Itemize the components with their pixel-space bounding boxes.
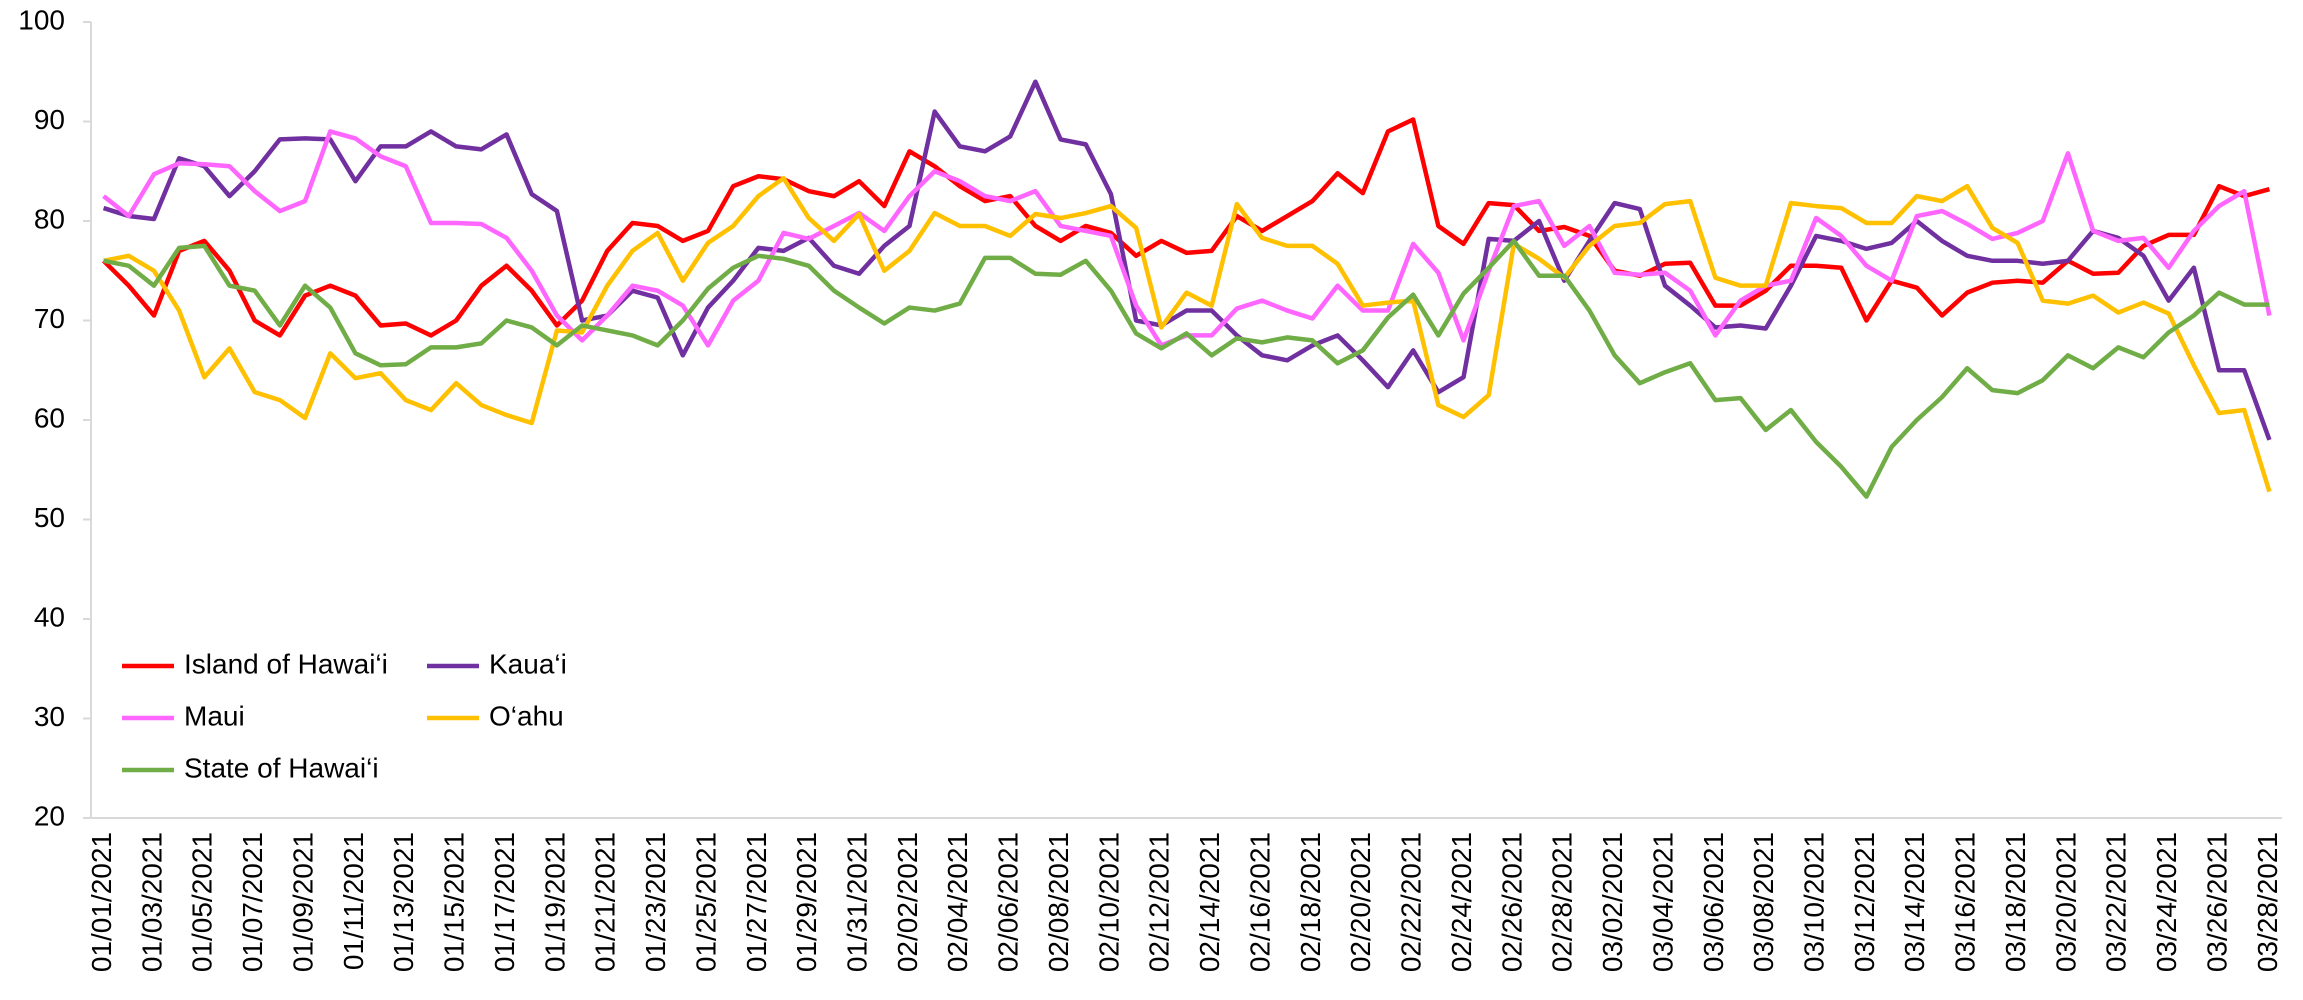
y-tick-label: 50	[34, 502, 65, 533]
x-tick-label: 01/21/2021	[590, 832, 621, 972]
x-tick-label: 02/18/2021	[1295, 832, 1326, 972]
x-tick-label: 01/27/2021	[741, 832, 772, 972]
x-tick-label: 03/18/2021	[2000, 832, 2031, 972]
x-tick-label: 03/14/2021	[1899, 832, 1930, 972]
x-tick-label: 01/09/2021	[287, 832, 318, 972]
series-line	[102, 79, 2272, 441]
x-tick-label: 01/07/2021	[237, 832, 268, 972]
x-tick-label: 02/20/2021	[1345, 832, 1376, 972]
y-tick-label: 40	[34, 601, 65, 632]
series-line	[102, 117, 2271, 338]
x-tick-label: 02/22/2021	[1396, 832, 1427, 972]
x-tick-label: 02/12/2021	[1144, 832, 1175, 972]
legend-label: Maui	[184, 700, 245, 731]
x-tick-label: 01/13/2021	[388, 832, 419, 972]
x-tick-label: 03/06/2021	[1698, 832, 1729, 972]
x-tick-label: 03/10/2021	[1798, 832, 1829, 972]
x-tick-label: 01/11/2021	[338, 832, 369, 970]
x-tick-label: 02/06/2021	[993, 832, 1024, 972]
legend-label: State of Hawai‘i	[184, 752, 379, 783]
y-tick-label: 30	[34, 701, 65, 732]
x-tick-label: 02/28/2021	[1547, 832, 1578, 972]
legend: Island of Hawai‘i Kaua‘i Maui O‘ahu State of…	[122, 648, 567, 783]
y-tick-label: 90	[34, 104, 65, 135]
x-tick-label: 03/26/2021	[2201, 832, 2232, 972]
x-tick-label: 03/28/2021	[2252, 832, 2283, 972]
series-line	[103, 175, 2272, 493]
x-tick-label: 03/24/2021	[2151, 832, 2182, 972]
x-tick-label: 01/01/2021	[86, 832, 117, 972]
x-tick-label: 02/26/2021	[1496, 832, 1527, 972]
x-tick-label: 03/12/2021	[1849, 832, 1880, 972]
x-tick-label: 03/08/2021	[1748, 832, 1779, 972]
series-line	[103, 238, 2270, 499]
y-tick-label: 80	[34, 203, 65, 234]
y-tick-label: 100	[18, 4, 65, 35]
x-tick-label: 01/03/2021	[136, 832, 167, 972]
y-tick-label: 20	[34, 800, 65, 831]
x-tick-label: 02/02/2021	[892, 832, 923, 972]
x-tick-label: 01/31/2021	[841, 832, 872, 972]
legend-label: O‘ahu	[489, 700, 564, 731]
x-tick-label: 01/23/2021	[640, 832, 671, 972]
x-tick-label: 02/10/2021	[1093, 832, 1124, 972]
x-tick-label: 02/14/2021	[1194, 832, 1225, 972]
x-tick-label: 02/16/2021	[1244, 832, 1275, 972]
x-tick-label: 03/04/2021	[1647, 832, 1678, 972]
x-tick-label: 02/24/2021	[1446, 832, 1477, 972]
y-tick-label: 60	[34, 402, 65, 433]
x-tick-label: 03/22/2021	[2101, 832, 2132, 972]
x-tick-label: 01/29/2021	[791, 832, 822, 972]
x-tick-label: 02/04/2021	[942, 832, 973, 972]
x-tick-label: 01/17/2021	[489, 832, 520, 972]
x-tick-label: 01/19/2021	[539, 832, 570, 972]
x-tick-label: 01/25/2021	[690, 832, 721, 972]
x-tick-label: 02/08/2021	[1043, 832, 1074, 972]
x-tick-label: 03/20/2021	[2050, 832, 2081, 972]
legend-label: Kaua‘i	[489, 648, 567, 679]
x-tick-label: 03/02/2021	[1597, 832, 1628, 972]
x-tick-label: 03/16/2021	[1950, 832, 1981, 972]
y-tick-label: 70	[34, 303, 65, 334]
x-tick-label: 01/05/2021	[187, 832, 218, 972]
legend-label: Island of Hawai‘i	[184, 648, 388, 679]
x-tick-label: 01/15/2021	[439, 832, 470, 972]
